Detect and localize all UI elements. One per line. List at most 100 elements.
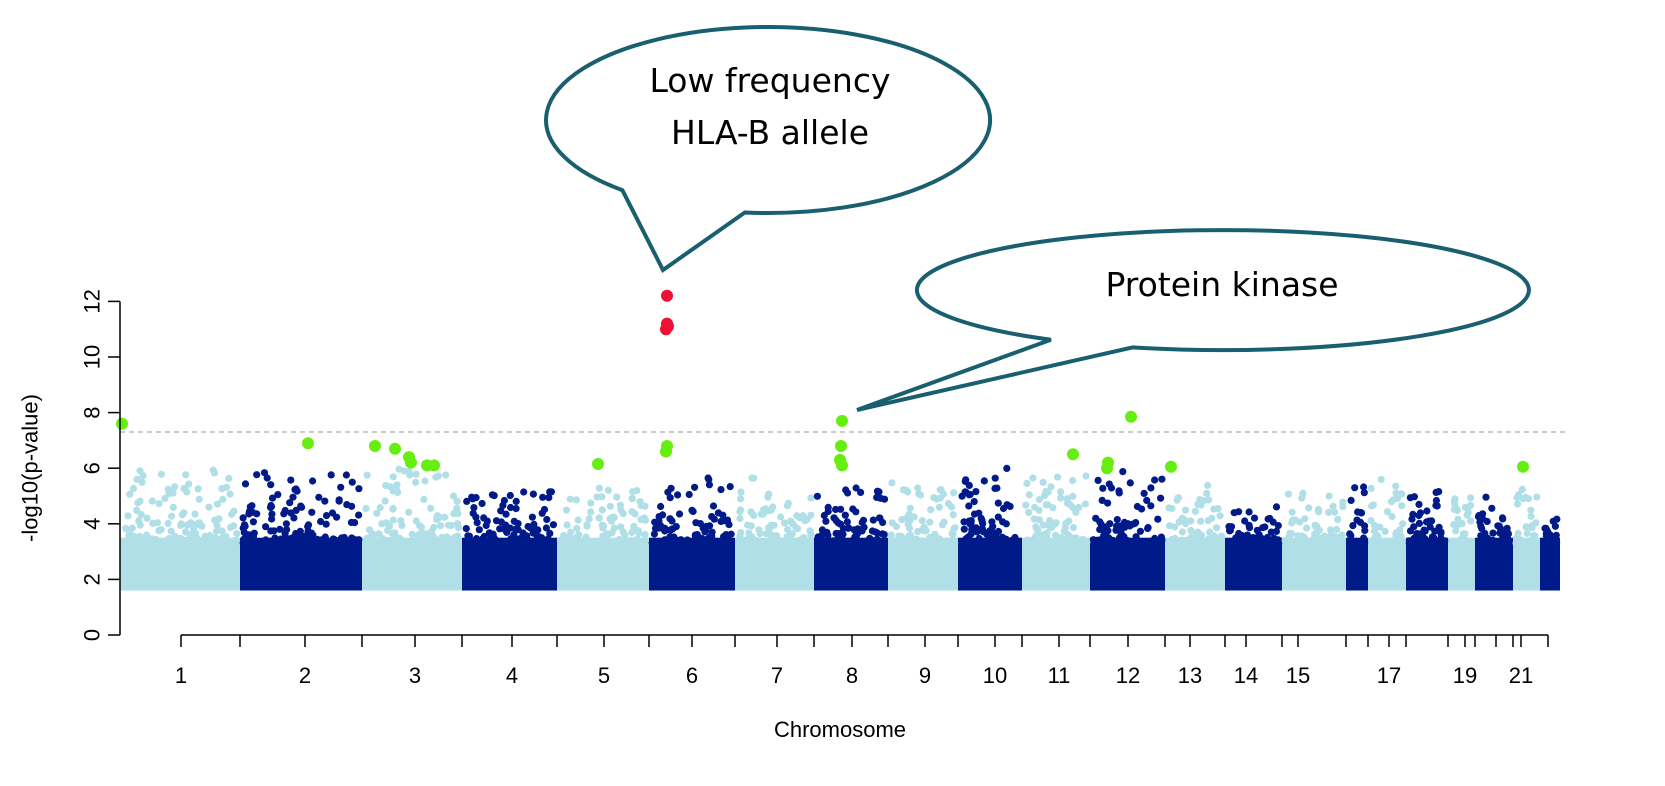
variant-point (1203, 489, 1211, 497)
variant-point (672, 523, 680, 531)
variant-point (529, 490, 538, 498)
variant-point (973, 528, 981, 536)
variant-point (408, 530, 416, 538)
variant-point (1046, 539, 1054, 547)
variant-point (984, 539, 992, 547)
variant-point (991, 474, 999, 482)
variant-point (182, 471, 190, 479)
variant-point (641, 531, 649, 539)
variant-point (832, 505, 840, 514)
variant-point (513, 539, 521, 547)
variant-point (1415, 500, 1423, 508)
variant-point (1069, 524, 1078, 532)
variant-point (1334, 515, 1342, 524)
variant-point (1489, 529, 1497, 537)
variant-point (208, 536, 216, 544)
variant-point (1331, 508, 1339, 516)
variant-point (638, 539, 647, 547)
variant-point (322, 520, 330, 528)
variant-point (1315, 508, 1323, 516)
variant-point (514, 520, 522, 528)
variant-point (806, 527, 814, 535)
variant-point (129, 484, 138, 493)
variant-point (453, 504, 461, 512)
variant-point (1528, 524, 1536, 532)
variant-point (989, 522, 997, 531)
variant-point (1481, 529, 1489, 538)
variant-point (563, 521, 571, 529)
variant-point (948, 529, 956, 538)
variant-point (1029, 474, 1037, 482)
suggestive-hit-point (592, 458, 604, 470)
variant-point (177, 534, 185, 543)
variant-point (755, 526, 763, 534)
variant-point (620, 539, 628, 547)
variant-point (125, 529, 134, 537)
variant-point (286, 499, 294, 507)
variant-point (292, 506, 300, 514)
variant-point (822, 517, 830, 525)
variant-point (1047, 483, 1055, 491)
variant-point (546, 529, 554, 538)
variant-point (1057, 494, 1065, 502)
variant-point (1518, 485, 1526, 493)
variant-point (1154, 515, 1162, 523)
variant-point (1136, 527, 1144, 535)
variant-point (1531, 539, 1539, 547)
variant-point (1286, 529, 1294, 537)
variant-point (1426, 523, 1434, 531)
variant-point (510, 531, 518, 539)
variant-point (1178, 528, 1186, 536)
variant-point (726, 483, 734, 491)
x-tick-label: 13 (1178, 663, 1202, 688)
variant-point (1435, 523, 1443, 531)
suggestive-hit-point (302, 437, 314, 450)
variant-point (1377, 475, 1385, 484)
variant-point (970, 498, 978, 506)
variant-point (149, 519, 157, 528)
variant-point (1327, 526, 1335, 534)
variant-point (441, 513, 449, 521)
variant-point (799, 535, 808, 543)
variant-point (857, 539, 865, 547)
variant-point (161, 494, 169, 503)
variant-point (1083, 538, 1091, 546)
variant-point (1117, 522, 1126, 530)
variant-point (324, 537, 332, 545)
variant-point (520, 488, 528, 496)
variant-point (353, 539, 362, 547)
variant-point (936, 494, 945, 502)
variant-point (857, 488, 865, 496)
variant-point (703, 522, 711, 530)
variant-point (1026, 537, 1034, 545)
variant-point (1383, 508, 1392, 516)
variant-point (157, 470, 165, 478)
variant-point (473, 519, 481, 527)
suggestive-hit-point (1125, 410, 1137, 423)
variant-point (628, 494, 636, 503)
variant-point (616, 501, 625, 509)
variant-point (1057, 534, 1065, 542)
variant-point (507, 503, 515, 512)
variant-point (978, 517, 986, 525)
variant-point (1451, 495, 1459, 503)
variant-point (287, 476, 295, 484)
variant-point (764, 493, 772, 501)
y-tick-label: 0 (80, 629, 105, 641)
x-tick-label: 5 (598, 663, 610, 688)
variant-point (666, 533, 674, 541)
variant-point (169, 503, 177, 511)
chromosome-block-1 (120, 537, 240, 591)
variant-point (305, 538, 313, 546)
variant-point (389, 473, 397, 481)
variant-point (453, 539, 462, 547)
variant-point (613, 493, 621, 501)
variant-point (1104, 499, 1112, 507)
variant-point (148, 497, 156, 505)
variant-point (793, 525, 802, 533)
variant-point (213, 500, 222, 508)
variant-point (1098, 496, 1106, 504)
variant-point (792, 539, 800, 547)
variant-point (727, 530, 735, 538)
variant-point (1353, 516, 1361, 524)
